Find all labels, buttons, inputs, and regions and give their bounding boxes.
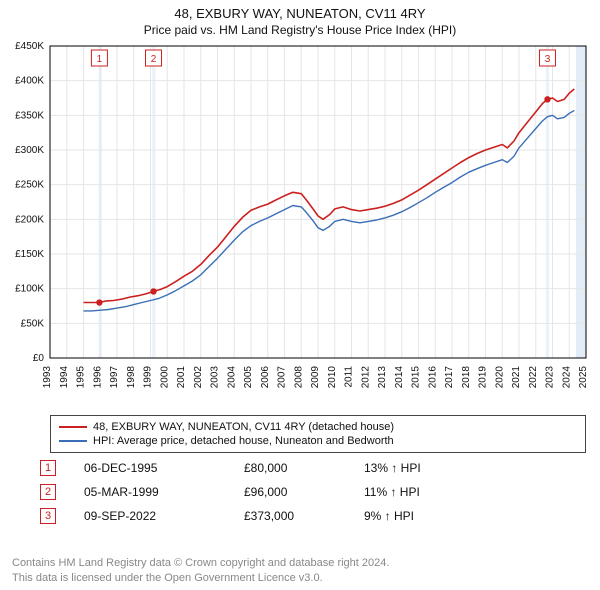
chart-title-sub: Price paid vs. HM Land Registry's House … [0, 23, 600, 37]
svg-text:2001: 2001 [176, 366, 187, 389]
attribution-footer: Contains HM Land Registry data © Crown c… [12, 551, 586, 586]
price-chart: £0 £50K £100K £150K £200K £250K £300K £350K £400… [0, 40, 600, 410]
svg-text:2: 2 [151, 54, 157, 65]
sale-date: 06-DEC-1995 [84, 461, 244, 475]
svg-text:2012: 2012 [360, 366, 371, 389]
table-row: 3 09-SEP-2022 £373,000 9% ↑ HPI [40, 504, 586, 528]
legend-swatch-icon [59, 426, 87, 428]
chart-svg: £0 £50K £100K £150K £200K £250K £300K £350K £400… [0, 40, 600, 410]
svg-text:1: 1 [97, 54, 103, 65]
svg-text:2013: 2013 [377, 366, 388, 389]
svg-text:1999: 1999 [143, 366, 154, 389]
chart-title-block: 48, EXBURY WAY, NUNEATON, CV11 4RY Price… [0, 0, 600, 37]
table-row: 1 06-DEC-1995 £80,000 13% ↑ HPI [40, 456, 586, 480]
sale-price: £373,000 [244, 509, 364, 523]
svg-text:£50K: £50K [21, 318, 45, 329]
svg-text:2004: 2004 [226, 366, 237, 389]
svg-text:£350K: £350K [15, 110, 44, 121]
svg-text:2022: 2022 [528, 366, 539, 389]
svg-text:2023: 2023 [545, 366, 556, 389]
svg-text:£250K: £250K [15, 180, 44, 191]
svg-text:2024: 2024 [561, 366, 572, 389]
svg-text:£450K: £450K [15, 41, 44, 52]
svg-text:2003: 2003 [210, 366, 221, 389]
svg-text:2008: 2008 [293, 366, 304, 389]
sale-delta: 11% ↑ HPI [364, 485, 484, 499]
svg-text:1996: 1996 [92, 366, 103, 389]
sale-delta: 9% ↑ HPI [364, 509, 484, 523]
svg-text:£150K: £150K [15, 249, 44, 260]
svg-text:2000: 2000 [159, 366, 170, 389]
sales-table: 1 06-DEC-1995 £80,000 13% ↑ HPI 2 05-MAR… [40, 456, 586, 528]
footer-line: Contains HM Land Registry data © Crown c… [12, 556, 586, 571]
legend-label: 48, EXBURY WAY, NUNEATON, CV11 4RY (deta… [93, 421, 394, 433]
svg-text:2010: 2010 [327, 366, 338, 389]
svg-text:2015: 2015 [411, 366, 422, 389]
svg-text:2011: 2011 [344, 366, 355, 388]
sale-price: £96,000 [244, 485, 364, 499]
legend-label: HPI: Average price, detached house, Nune… [93, 435, 394, 447]
svg-text:2002: 2002 [193, 366, 204, 389]
svg-text:2006: 2006 [260, 366, 271, 389]
sale-number-box-icon: 2 [40, 484, 56, 500]
svg-text:2019: 2019 [478, 366, 489, 389]
sale-number-box-icon: 3 [40, 508, 56, 524]
sale-date: 09-SEP-2022 [84, 509, 244, 523]
svg-text:2017: 2017 [444, 366, 455, 389]
svg-text:£300K: £300K [15, 145, 44, 156]
svg-text:2025: 2025 [578, 366, 589, 389]
svg-text:1998: 1998 [126, 366, 137, 389]
svg-text:£0: £0 [33, 353, 45, 364]
svg-text:1997: 1997 [109, 366, 120, 389]
svg-text:3: 3 [545, 54, 551, 65]
sale-number-box-icon: 1 [40, 460, 56, 476]
svg-text:2007: 2007 [277, 366, 288, 389]
legend-item: HPI: Average price, detached house, Nune… [59, 434, 577, 448]
svg-text:£100K: £100K [15, 284, 44, 295]
footer-line: This data is licensed under the Open Gov… [12, 571, 586, 586]
table-row: 2 05-MAR-1999 £96,000 11% ↑ HPI [40, 480, 586, 504]
svg-text:2020: 2020 [494, 366, 505, 389]
svg-text:2014: 2014 [394, 366, 405, 389]
sale-delta: 13% ↑ HPI [364, 461, 484, 475]
svg-text:1993: 1993 [42, 366, 53, 389]
legend-swatch-icon [59, 440, 87, 442]
svg-text:2021: 2021 [511, 366, 522, 389]
sale-date: 05-MAR-1999 [84, 485, 244, 499]
legend-item: 48, EXBURY WAY, NUNEATON, CV11 4RY (deta… [59, 420, 577, 434]
svg-text:2016: 2016 [427, 366, 438, 389]
svg-text:£200K: £200K [15, 214, 44, 225]
sale-price: £80,000 [244, 461, 364, 475]
svg-text:2009: 2009 [310, 366, 321, 389]
svg-text:1994: 1994 [59, 366, 70, 389]
svg-text:£400K: £400K [15, 76, 44, 87]
svg-text:2018: 2018 [461, 366, 472, 389]
svg-text:1995: 1995 [76, 366, 87, 389]
chart-legend: 48, EXBURY WAY, NUNEATON, CV11 4RY (deta… [50, 415, 586, 453]
chart-title-address: 48, EXBURY WAY, NUNEATON, CV11 4RY [0, 6, 600, 21]
svg-text:2005: 2005 [243, 366, 254, 389]
